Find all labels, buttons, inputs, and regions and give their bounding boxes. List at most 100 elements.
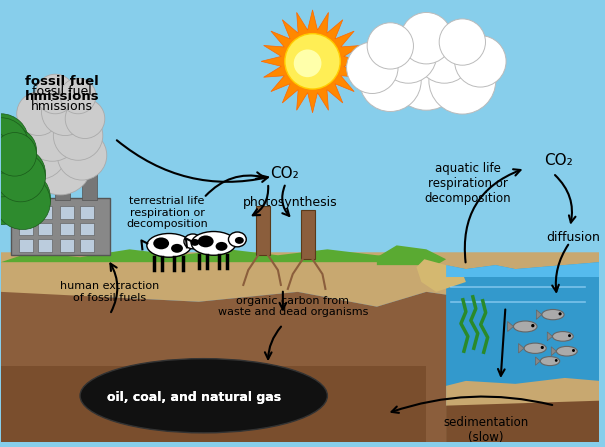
Bar [39, 223, 53, 236]
Text: oil, coal, and natural gas: oil, coal, and natural gas [106, 391, 281, 404]
Bar [80, 223, 94, 236]
Circle shape [53, 111, 103, 160]
Circle shape [359, 50, 421, 111]
Circle shape [531, 324, 534, 327]
Bar [39, 240, 53, 252]
Bar [39, 206, 53, 219]
Bar [60, 223, 74, 236]
Ellipse shape [191, 232, 236, 255]
Bar [60, 240, 74, 252]
Circle shape [541, 346, 544, 349]
Bar [80, 240, 94, 252]
Polygon shape [446, 401, 600, 442]
Ellipse shape [229, 232, 246, 247]
Circle shape [367, 23, 413, 69]
Circle shape [25, 106, 80, 161]
Circle shape [568, 334, 571, 337]
Circle shape [17, 92, 60, 135]
Circle shape [0, 130, 33, 193]
Circle shape [454, 36, 506, 87]
Text: CO₂: CO₂ [544, 153, 574, 168]
Circle shape [0, 155, 36, 224]
Polygon shape [1, 292, 600, 442]
Circle shape [0, 152, 45, 202]
Polygon shape [377, 245, 446, 265]
Text: organic carbon from
waste and dead organisms: organic carbon from waste and dead organ… [218, 296, 368, 317]
Ellipse shape [235, 237, 244, 244]
Circle shape [0, 174, 50, 229]
Polygon shape [446, 262, 600, 442]
Bar [301, 210, 315, 259]
Bar [256, 206, 270, 255]
Polygon shape [535, 357, 540, 365]
Polygon shape [416, 259, 466, 292]
Circle shape [347, 42, 398, 93]
Circle shape [0, 133, 36, 176]
Circle shape [0, 172, 9, 228]
Polygon shape [508, 321, 514, 332]
Circle shape [401, 13, 452, 64]
Circle shape [0, 148, 45, 198]
Circle shape [555, 359, 558, 362]
Circle shape [0, 129, 36, 172]
Ellipse shape [557, 346, 577, 356]
Text: terrestrial life
respiration or
decomposition: terrestrial life respiration or decompos… [126, 196, 208, 229]
Bar [19, 223, 33, 236]
Circle shape [65, 99, 105, 139]
Circle shape [439, 19, 485, 65]
Ellipse shape [540, 357, 560, 366]
Circle shape [558, 312, 561, 316]
Circle shape [28, 131, 92, 195]
Ellipse shape [147, 233, 191, 257]
Ellipse shape [215, 242, 227, 251]
Text: CO₂: CO₂ [270, 166, 299, 181]
Circle shape [36, 74, 75, 114]
Polygon shape [446, 378, 600, 442]
Bar [11, 198, 110, 255]
Polygon shape [1, 252, 600, 316]
Circle shape [42, 88, 89, 135]
Text: diffusion: diffusion [546, 231, 600, 244]
Circle shape [380, 27, 437, 83]
Circle shape [0, 118, 28, 173]
Ellipse shape [514, 321, 537, 332]
Circle shape [0, 150, 8, 200]
Polygon shape [261, 10, 364, 113]
Polygon shape [548, 332, 552, 341]
Circle shape [0, 134, 33, 197]
Polygon shape [518, 343, 524, 353]
Circle shape [0, 168, 9, 224]
Polygon shape [1, 366, 427, 442]
Circle shape [294, 50, 321, 77]
Ellipse shape [153, 237, 169, 249]
Bar [55, 166, 70, 200]
Circle shape [60, 78, 96, 114]
Text: aquatic life
respiration or
decomposition: aquatic life respiration or decompositio… [425, 161, 511, 205]
Polygon shape [1, 249, 436, 262]
Circle shape [572, 349, 575, 352]
Text: human extraction
of fossil fuels: human extraction of fossil fuels [60, 281, 159, 303]
Polygon shape [446, 262, 600, 277]
Ellipse shape [184, 234, 201, 249]
Ellipse shape [542, 309, 564, 320]
Bar [25, 166, 41, 200]
Text: fossil fuel
hmissions: fossil fuel hmissions [31, 85, 93, 113]
Circle shape [285, 34, 340, 89]
Ellipse shape [191, 239, 199, 246]
Text: sedimentation
(slow): sedimentation (slow) [443, 416, 528, 444]
Circle shape [15, 128, 66, 179]
Circle shape [390, 38, 462, 110]
Bar [19, 206, 33, 219]
Bar [80, 206, 94, 219]
Polygon shape [551, 347, 557, 356]
Ellipse shape [524, 343, 546, 354]
Bar [82, 166, 97, 200]
Ellipse shape [80, 358, 327, 433]
Bar [19, 240, 33, 252]
Circle shape [0, 147, 8, 196]
Circle shape [0, 170, 50, 226]
Text: photosynthesis: photosynthesis [243, 196, 337, 209]
Ellipse shape [198, 236, 214, 247]
Polygon shape [537, 310, 542, 319]
Circle shape [0, 131, 11, 174]
